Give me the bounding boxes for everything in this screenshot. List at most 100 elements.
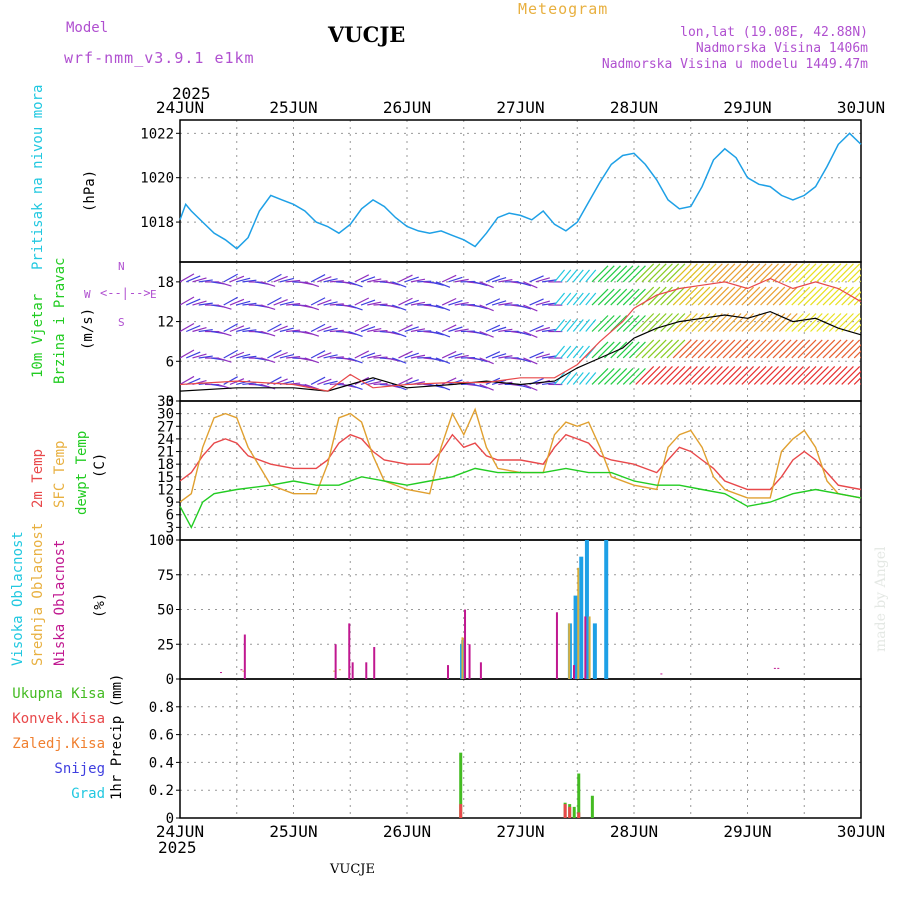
wind-barb <box>841 366 861 385</box>
wind-barb <box>629 341 646 359</box>
y-tick-label: 1018 <box>140 215 174 231</box>
wind-barb <box>810 313 829 332</box>
wind-barb <box>491 326 507 333</box>
wind-barb <box>791 339 811 359</box>
cloud-bar-high <box>592 623 597 679</box>
wind-barb <box>186 275 201 283</box>
wind-barb <box>703 286 723 306</box>
wind-barb <box>841 263 861 283</box>
wind-barb <box>629 265 646 283</box>
wind-barb <box>797 313 817 332</box>
wind-barb <box>323 301 338 306</box>
wind-barb <box>803 339 823 359</box>
model-name: wrf-nmm_v3.9.1 e1km <box>64 49 255 67</box>
wind-barb <box>198 329 213 333</box>
wind-barb <box>404 299 419 306</box>
wind-barb <box>448 326 463 333</box>
wind-barb <box>242 382 257 386</box>
wind-barb <box>654 339 673 359</box>
model-altitude-label: Nadmorska Visina u modelu 1449.47m <box>601 57 868 72</box>
wind-barb <box>310 350 326 359</box>
wind-barb <box>691 313 711 332</box>
wind-barb <box>435 357 451 364</box>
wind-barb <box>273 298 288 306</box>
legend-total: Ukupna Kisa <box>12 686 105 702</box>
wind-barb <box>217 330 232 337</box>
series-line-2m-temp <box>179 433 862 491</box>
wind-barb <box>810 339 829 359</box>
y-tick-label: 21 <box>157 445 174 461</box>
wind-barb <box>716 366 736 385</box>
wind-barb <box>229 275 245 283</box>
wind-barb <box>541 355 557 359</box>
wind-barb <box>610 368 628 385</box>
wind-barb <box>678 286 698 306</box>
wind-barb <box>753 263 773 283</box>
wind-barb <box>317 299 332 306</box>
wind-barb <box>579 319 590 332</box>
wind-barb <box>398 297 413 306</box>
wind-barb <box>267 273 282 283</box>
wind-barb <box>323 380 338 386</box>
wind-barb <box>566 319 578 332</box>
wind-barb <box>479 304 494 312</box>
wind-barb <box>828 366 848 385</box>
wind-barb <box>236 353 251 359</box>
wind-barb <box>516 304 532 310</box>
cloud-bar-high <box>579 556 584 679</box>
wind-barb <box>279 353 295 359</box>
series-line-pressure <box>179 132 862 250</box>
compass-cross: <--|--> <box>100 286 151 300</box>
cloud-bar-low <box>555 612 558 679</box>
wind-barb <box>473 304 488 310</box>
cloud-bar-low <box>334 644 337 679</box>
wind-barb <box>260 304 276 311</box>
wind-barb <box>579 292 590 306</box>
wind-barb <box>835 339 854 359</box>
wind-barb <box>579 372 590 385</box>
wind-barb <box>691 286 711 306</box>
wind-barb <box>710 263 730 283</box>
x-tick-label-top: 27JUN <box>496 98 544 117</box>
wind-barb <box>186 351 201 359</box>
wind-barb <box>404 379 419 386</box>
wind-barb <box>473 357 488 363</box>
wind-barb <box>735 313 755 332</box>
wind-barb <box>629 288 646 306</box>
wind-barb <box>616 341 634 359</box>
wind-barb <box>635 339 655 359</box>
wind-barb <box>785 313 804 332</box>
wind-barb <box>691 339 711 359</box>
wind-barb <box>572 319 584 332</box>
cloud-bar-high <box>573 595 578 679</box>
wind-barb <box>348 383 363 390</box>
wind-barb <box>523 357 538 365</box>
wind-barb <box>429 304 444 310</box>
wind-barb <box>473 281 488 287</box>
wind-barb <box>685 263 705 283</box>
wind-barb <box>610 315 628 332</box>
wind-barb <box>728 286 748 306</box>
wind-barb <box>229 325 245 333</box>
wind-barb <box>610 265 628 283</box>
wind-barb <box>491 277 507 283</box>
wind-barbs <box>180 263 861 391</box>
wind-barb <box>622 368 640 385</box>
wind-barb <box>441 350 457 359</box>
cloud-bar-mid <box>333 670 336 672</box>
precip-bar-ukupna-kisa <box>590 795 594 818</box>
wind-barb <box>398 274 413 283</box>
x-tick-label-top: 30JUN <box>837 98 885 117</box>
wind-barb <box>722 263 742 283</box>
wind-barb <box>473 383 488 389</box>
wind-barb <box>860 303 861 306</box>
wind-barb <box>860 356 861 359</box>
wind-barb <box>722 286 742 306</box>
wind-barb <box>760 339 779 359</box>
wind-barb <box>217 304 232 310</box>
wind-barb <box>660 313 680 332</box>
wind-barb <box>797 263 817 283</box>
wind-barb <box>523 330 538 338</box>
wind-barb <box>803 313 823 332</box>
wind-barb <box>491 300 507 306</box>
